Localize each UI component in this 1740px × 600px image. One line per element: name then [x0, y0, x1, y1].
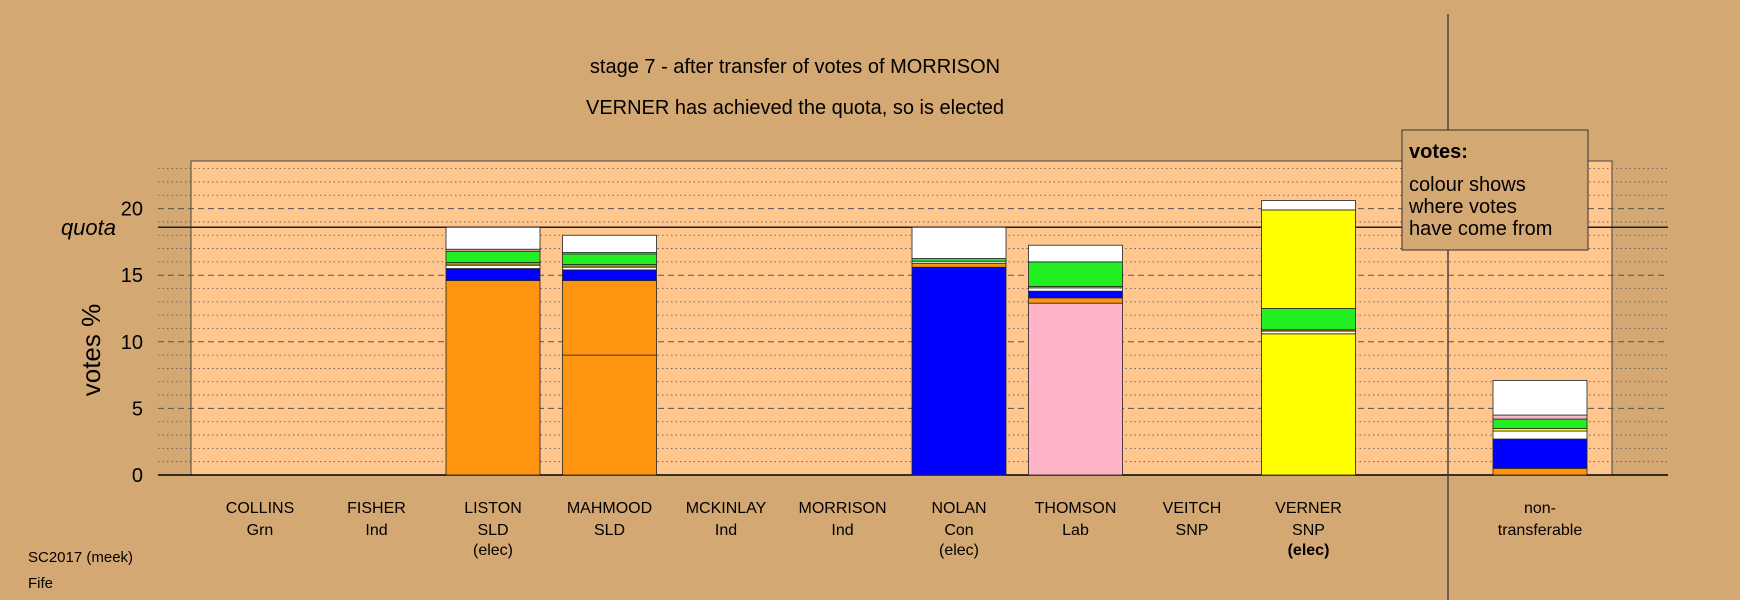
candidate-party: SLD [477, 522, 508, 539]
chart-title-line-2: VERNER has achieved the quota, so is ele… [586, 97, 1004, 119]
candidate-party: Lab [1062, 522, 1089, 539]
candidate-name: NOLAN [931, 500, 986, 517]
candidate-party: Con [944, 522, 973, 539]
candidate-party: Ind [365, 522, 387, 539]
bar-segment-ind [1492, 430, 1588, 440]
bar-segment-ind [445, 226, 541, 250]
bar-segment-grn [1492, 418, 1588, 429]
bar-segment-grn [1261, 308, 1356, 331]
plot-area [190, 160, 1613, 476]
bar-segment-sld [911, 262, 1007, 268]
candidate-name: VERNER [1275, 500, 1342, 517]
bar-segment-ind [911, 226, 1007, 259]
bar-segment-ind [1492, 380, 1588, 416]
candidate-name: VEITCH [1163, 500, 1222, 517]
bar-nolan [911, 226, 1007, 476]
bar-segment-con [562, 269, 657, 281]
bar-segment-con [1028, 290, 1123, 299]
candidate-party: Ind [831, 522, 853, 539]
bar-segment-snp [1261, 209, 1356, 309]
candidate-labels: COLLINS Grn FISHER Ind LISTON SLD (elec) MAHMOO… [226, 500, 1583, 559]
bar-segment-sld [562, 354, 657, 476]
bar-segment-ind [1028, 287, 1123, 292]
candidate-party: SNP [1176, 522, 1209, 539]
bar-nontransferable [1492, 380, 1588, 476]
candidate-party: Ind [715, 522, 737, 539]
legend-title: votes: [1409, 141, 1468, 163]
y-tick-label: 5 [132, 398, 143, 420]
legend-line-3: have come from [1409, 218, 1552, 240]
candidate-name: MCKINLAY [686, 500, 767, 517]
bar-segment-ind [445, 264, 541, 269]
candidate-party: Grn [247, 522, 274, 539]
y-tick-label: 0 [132, 465, 143, 487]
nontransferable-label: transferable [1498, 522, 1583, 539]
candidate-name: FISHER [347, 500, 406, 517]
bar-segment-con [445, 268, 541, 281]
legend-line-1: colour shows [1409, 174, 1526, 196]
candidate-name: LISTON [464, 500, 522, 517]
candidate-status: (elec) [473, 542, 513, 559]
bar-thomson [1028, 244, 1123, 476]
bar-segment-ind [1028, 244, 1123, 263]
bar-segment-sld [562, 280, 657, 356]
bar-segment-con [911, 266, 1007, 476]
bar-verner [1261, 200, 1356, 476]
quota-label: quota [61, 215, 116, 240]
candidate-name: MORRISON [799, 500, 887, 517]
bar-segment-sld [445, 280, 541, 476]
chart-title-line-1: stage 7 - after transfer of votes of MOR… [590, 56, 1000, 78]
bar-segment-grn [445, 250, 541, 263]
legend-line-2: where votes [1408, 196, 1517, 218]
y-tick-label: 20 [121, 199, 143, 221]
plot-background [190, 160, 1613, 476]
candidate-party: SLD [594, 522, 625, 539]
y-tick-label: 10 [121, 332, 143, 354]
bar-segment-grn [562, 253, 657, 265]
bar-segment-sld [1492, 467, 1588, 476]
bar-mahmood [562, 234, 657, 476]
y-tick-label: 15 [121, 265, 143, 287]
bar-segment-grn [1028, 261, 1123, 287]
footer-source: SC2017 (meek) [28, 549, 133, 566]
bar-segment-snp [1261, 333, 1356, 476]
bars [445, 200, 1588, 476]
bar-segment-ind [562, 234, 657, 253]
candidate-name: MAHMOOD [567, 500, 652, 517]
bar-segment-lab [1492, 414, 1588, 420]
footer-region: Fife [28, 575, 53, 592]
candidate-party: SNP [1292, 522, 1325, 539]
bar-liston [445, 226, 541, 476]
candidate-name: COLLINS [226, 500, 294, 517]
nontransferable-label: non- [1524, 500, 1556, 517]
candidate-name: THOMSON [1035, 500, 1117, 517]
bar-segment-sld [1028, 297, 1123, 304]
bar-segment-lab [1028, 302, 1123, 476]
candidate-status: (elec) [939, 542, 979, 559]
bar-segment-con [1492, 438, 1588, 469]
legend-box: votes: colour shows where votes have com… [1401, 129, 1589, 251]
y-axis-label: votes % [76, 304, 106, 397]
bar-segment-ind [1261, 200, 1356, 211]
candidate-status: (elec) [1288, 542, 1330, 559]
